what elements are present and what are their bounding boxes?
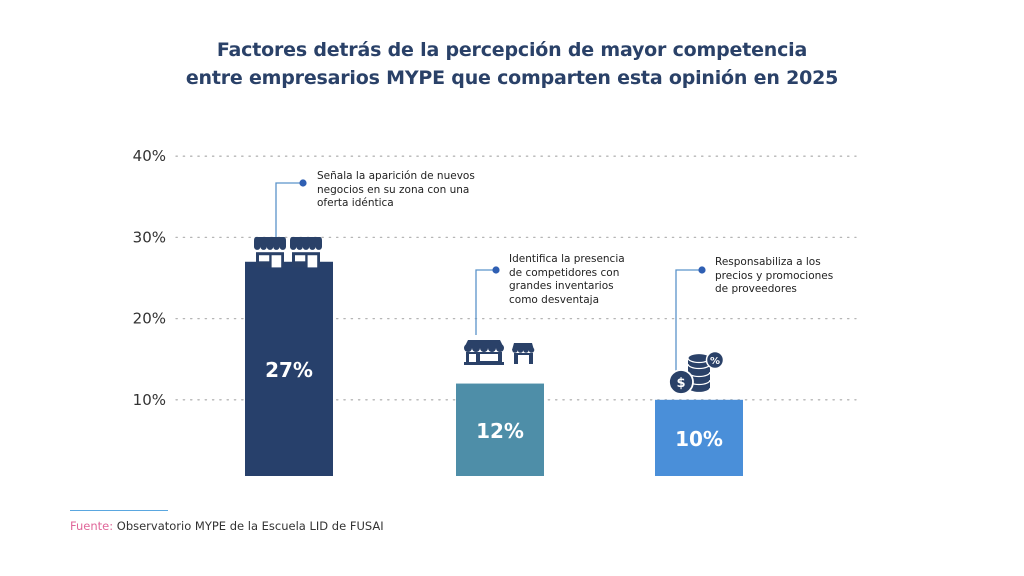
annotation-dot — [698, 266, 706, 274]
annotation-line: negocios en su zona con una — [317, 183, 470, 196]
bar-value-label: 12% — [476, 419, 524, 443]
annotation-line: de proveedores — [715, 283, 797, 295]
annotation-line: Responsabiliza a los — [715, 256, 821, 268]
two-stores-icon — [254, 237, 322, 268]
y-tick-label: 10% — [133, 391, 166, 409]
y-tick-label: 20% — [133, 310, 166, 328]
annotation-line: como desventaja — [509, 293, 600, 306]
annotation-supplier-prices: Responsabiliza a los precios y promocion… — [715, 256, 833, 297]
y-tick-label: 30% — [133, 228, 166, 246]
annotation-new-businesses: Señala la aparición de nuevos negocios e… — [317, 170, 475, 211]
annotation-line: de competidores con — [509, 266, 620, 279]
bar-value-label: 10% — [675, 427, 723, 451]
annotation-dot — [299, 179, 307, 187]
bar — [245, 261, 333, 476]
chart-title-line-2: entre empresarios MYPE que comparten est… — [185, 67, 839, 89]
annotation-line: Identifica la presencia — [509, 253, 625, 265]
source-label: Fuente: — [70, 519, 114, 533]
annotation-dot — [492, 266, 500, 274]
coins-discount-icon: %$ — [668, 350, 725, 395]
annotation-line: Señala la aparición de nuevos — [317, 170, 475, 182]
bar-value-label: 27% — [265, 358, 313, 382]
annotation-connector — [675, 269, 702, 375]
annotation-connector — [275, 182, 303, 238]
chart-title: Factores detrás de la percepción de mayo… — [0, 36, 1024, 92]
store-and-kiosk-icon — [464, 340, 535, 365]
y-tick-label: 40% — [133, 147, 166, 165]
bar — [456, 383, 544, 476]
source-divider — [70, 510, 168, 511]
annotation-line: precios y promociones — [715, 269, 834, 282]
annotation-large-inventories: Identifica la presencia de competidores … — [509, 253, 625, 307]
svg-text:$: $ — [676, 376, 685, 391]
annotation-connector — [475, 269, 496, 335]
annotation-line: grandes inventarios — [509, 280, 614, 292]
chart-title-line-1: Factores detrás de la percepción de mayo… — [216, 39, 808, 61]
bar — [655, 399, 743, 476]
source-text: Observatorio MYPE de la Escuela LID de F… — [113, 519, 384, 533]
annotation-line: oferta idéntica — [317, 197, 394, 209]
svg-text:%: % — [710, 356, 720, 367]
source-note: Fuente: Observatorio MYPE de la Escuela … — [70, 519, 384, 533]
